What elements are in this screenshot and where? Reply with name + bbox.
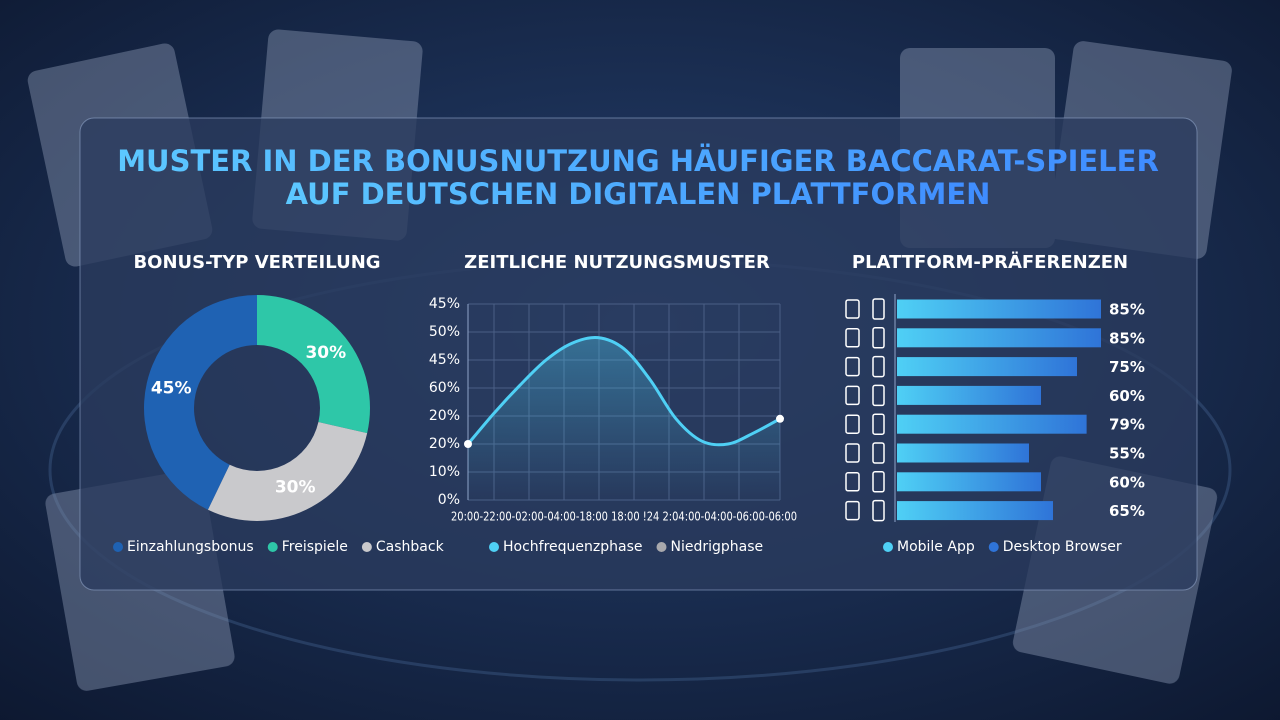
bar (897, 472, 1041, 492)
y-tick-label: 45% (429, 352, 460, 368)
y-tick-label: 0% (438, 492, 460, 508)
legend-label: Mobile App (897, 539, 975, 555)
y-tick-label: 10% (429, 464, 460, 480)
bar (897, 501, 1053, 521)
line (466, 335, 781, 447)
icon (872, 499, 885, 522)
bar (897, 328, 1101, 348)
icon (845, 443, 860, 463)
bar (897, 299, 1101, 319)
donut-segment (207, 422, 368, 521)
icon (845, 414, 860, 434)
icon (845, 385, 860, 406)
chart-title: PLATTFORM-PRÄFERENZEN (852, 251, 1128, 273)
legend-swatch (656, 542, 667, 552)
icon (845, 356, 860, 377)
icon (845, 299, 860, 319)
end-point (776, 414, 784, 423)
data-label: 85% (1109, 329, 1145, 347)
icon (872, 471, 885, 493)
bar (897, 357, 1077, 377)
icon (872, 442, 885, 464)
data-label: 60% (1109, 387, 1145, 405)
icon (872, 413, 885, 435)
y-tick-label: 20% (429, 436, 460, 452)
y-tick-label: 60% (429, 380, 460, 396)
icon (845, 328, 860, 348)
data-label: 79% (1109, 416, 1145, 434)
donut-segment (144, 295, 257, 510)
legend-swatch (988, 542, 999, 552)
end-point (464, 440, 472, 448)
icon (872, 327, 885, 349)
data-label: 85% (1109, 301, 1145, 319)
icon (872, 384, 885, 407)
data-label: 30% (275, 477, 316, 497)
legend-label: Desktop Browser (1003, 539, 1122, 555)
bar (897, 443, 1029, 463)
data-label: 65% (1109, 502, 1145, 520)
bar (897, 414, 1087, 434)
title: MUSTER IN DER BONUSNUTZUNG HÄUFIGER BACC… (117, 144, 1159, 178)
legend-swatch (883, 542, 893, 552)
chart-title: ZEITLICHE NUTZUNGSMUSTER (464, 252, 770, 273)
legend-label: Einzahlungsbonus (127, 539, 254, 555)
bar (897, 385, 1041, 405)
y-tick-label: 50% (429, 324, 460, 340)
legend-label: Niedrigphase (671, 539, 764, 555)
legend-label: Hochfrequenzphase (503, 539, 643, 555)
x-axis-text: 20:00-22:00-02:00-04:00-18:00 18:00 !24 … (451, 510, 797, 524)
data-label: 45% (151, 378, 192, 398)
legend-label: Freispiele (282, 539, 348, 555)
data-label: 75% (1109, 358, 1145, 376)
legend-swatch (489, 542, 499, 552)
y-tick-label: 20% (429, 408, 460, 424)
legend-swatch (113, 542, 123, 552)
data-label: 30% (305, 343, 346, 363)
icon (845, 472, 860, 492)
legend-swatch (361, 542, 372, 552)
icon (845, 500, 860, 521)
line-area (468, 337, 780, 500)
legend-swatch (267, 542, 278, 552)
legend-label: Cashback (376, 539, 445, 555)
y-tick-label: 45% (429, 296, 460, 312)
panel (79, 117, 1198, 591)
title: AUF DEUTSCHEN DIGITALEN PLATTFORMEN (286, 177, 991, 211)
icon (872, 355, 885, 378)
data-label: 60% (1109, 473, 1145, 491)
chart-title: BONUS-TYP VERTEILUNG (133, 252, 380, 273)
icon (872, 298, 885, 320)
data-label: 55% (1109, 445, 1145, 463)
donut-segment (257, 295, 370, 434)
